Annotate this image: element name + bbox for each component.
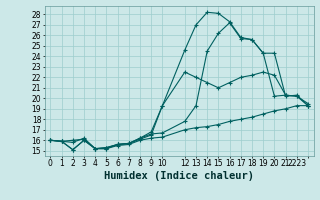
X-axis label: Humidex (Indice chaleur): Humidex (Indice chaleur) [104,171,254,181]
